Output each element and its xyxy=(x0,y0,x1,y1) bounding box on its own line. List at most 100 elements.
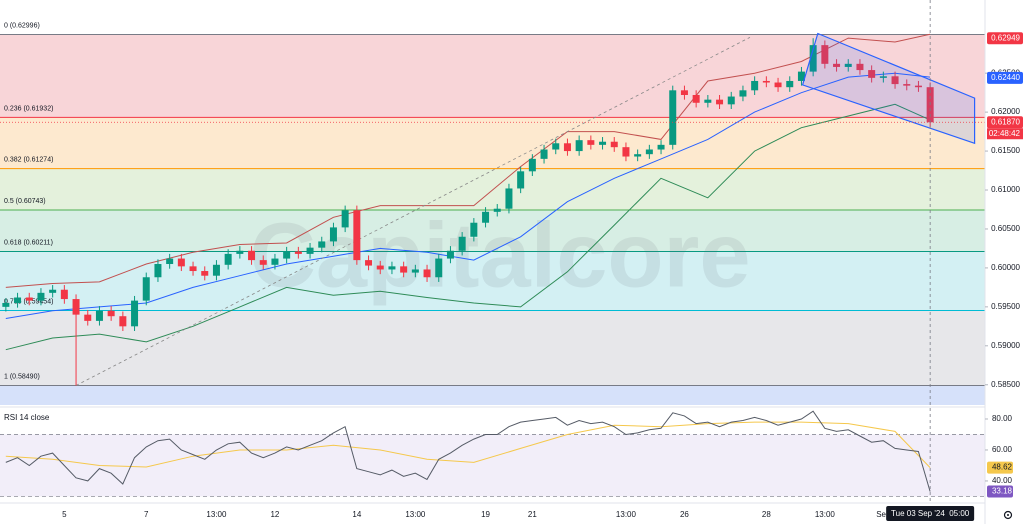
candle-body xyxy=(376,265,384,270)
crosshair-label-box xyxy=(886,506,975,521)
candle-body xyxy=(283,251,291,259)
rsi-title: RSI 14 close xyxy=(4,413,50,422)
candle-body xyxy=(259,260,267,265)
x-tick-label: 13:00 xyxy=(815,510,836,519)
gear[interactable] xyxy=(1003,510,1013,520)
candle-body xyxy=(446,250,454,259)
price-label: 0.62949 xyxy=(991,33,1020,42)
candle-body xyxy=(294,251,302,254)
candle-body xyxy=(645,149,653,155)
candle-body xyxy=(201,271,209,276)
fib-label: 0.382 (0.61274) xyxy=(4,157,53,164)
candle-body xyxy=(821,45,829,64)
x-tick-label: 19 xyxy=(481,510,490,519)
candle-body xyxy=(797,71,805,81)
candle-body xyxy=(657,144,665,150)
x-tick-label: Sep xyxy=(876,510,891,519)
candle-body xyxy=(177,258,185,267)
candle-body xyxy=(119,316,127,327)
candle-body xyxy=(879,76,887,78)
candle-body xyxy=(622,147,630,157)
y-tick-label: 0.58500 xyxy=(991,380,1020,389)
candle-body xyxy=(271,258,279,265)
rsi-tick-label: 60.00 xyxy=(992,445,1013,454)
x-tick-label: 13:00 xyxy=(206,510,227,519)
price-label-box xyxy=(987,71,1023,84)
gear-center xyxy=(1007,514,1009,516)
candle-body xyxy=(552,143,560,150)
x-tick-label: 5 xyxy=(62,510,67,519)
candle-body xyxy=(400,266,408,273)
x-tick-label: 7 xyxy=(144,510,149,519)
price-label-box xyxy=(987,116,1023,129)
fib-zone xyxy=(0,251,985,311)
rsi-value-box xyxy=(987,461,1013,474)
candle-body xyxy=(318,241,326,248)
candle-body xyxy=(458,236,466,251)
candle-body xyxy=(868,70,876,78)
candle-body xyxy=(189,266,197,272)
candle-body xyxy=(704,99,712,103)
y-tick-label: 0.59500 xyxy=(991,302,1020,311)
candle-body xyxy=(856,63,864,71)
rsi-value-label: 48.62 xyxy=(992,463,1013,472)
candle-body xyxy=(739,90,747,97)
candle-body xyxy=(493,208,501,212)
candle-body xyxy=(2,302,10,307)
price-label: 0.62440 xyxy=(991,73,1020,82)
y-tick-label: 0.60500 xyxy=(991,224,1020,233)
candle-body xyxy=(107,310,115,317)
price-axis-bg xyxy=(985,0,1024,524)
bollinger-basis xyxy=(5,72,931,319)
watermark: Capitalcore xyxy=(249,204,750,306)
rsi-tick-label: 80.00 xyxy=(992,414,1013,423)
x-tick-label: 21 xyxy=(528,510,537,519)
candle-body xyxy=(212,264,220,276)
x-tick-label: 12 xyxy=(270,510,279,519)
price-label-box xyxy=(987,32,1023,45)
candle-body xyxy=(224,253,232,265)
countdown-box xyxy=(987,128,1023,140)
candle-body xyxy=(575,140,583,152)
candle-body xyxy=(891,76,899,85)
candle-body xyxy=(587,140,595,145)
candle-body xyxy=(599,141,607,145)
candle-body xyxy=(14,297,22,303)
fib-zone xyxy=(0,168,985,211)
candle-body xyxy=(329,227,337,242)
bollinger-upper xyxy=(5,33,931,288)
fib-trendline xyxy=(75,36,751,386)
x-tick-label: 14 xyxy=(352,510,361,519)
candle-body xyxy=(236,250,244,254)
candle-body xyxy=(411,269,419,273)
candle-body xyxy=(716,99,724,105)
candle-body xyxy=(774,82,782,88)
settings-icon[interactable] xyxy=(1003,510,1013,520)
fib-zone xyxy=(0,117,985,169)
candle-body xyxy=(680,90,688,95)
candle-body xyxy=(142,277,150,301)
fib-label: 1 (0.58490) xyxy=(4,373,40,380)
rsi-value-label: 33.18 xyxy=(992,487,1013,496)
y-tick-label: 0.61000 xyxy=(991,185,1020,194)
fib-zone xyxy=(0,310,985,386)
rsi-line xyxy=(5,410,931,492)
x-tick-label: 26 xyxy=(680,510,689,519)
fib-zone xyxy=(0,385,985,405)
candle-body xyxy=(166,258,174,265)
x-tick-label: 13:00 xyxy=(405,510,426,519)
fib-zone xyxy=(0,210,985,252)
candle-body xyxy=(470,222,478,237)
y-tick-label: 0.59000 xyxy=(991,341,1020,350)
candle-body xyxy=(353,210,361,261)
candle-body xyxy=(95,310,103,321)
candle-body xyxy=(482,211,490,223)
candle-body xyxy=(131,300,139,327)
channel xyxy=(801,32,976,145)
candle-body xyxy=(49,289,57,293)
candle-body xyxy=(423,269,431,278)
candle-body xyxy=(669,90,677,145)
fib-label: 0 (0.62996) xyxy=(4,22,40,29)
